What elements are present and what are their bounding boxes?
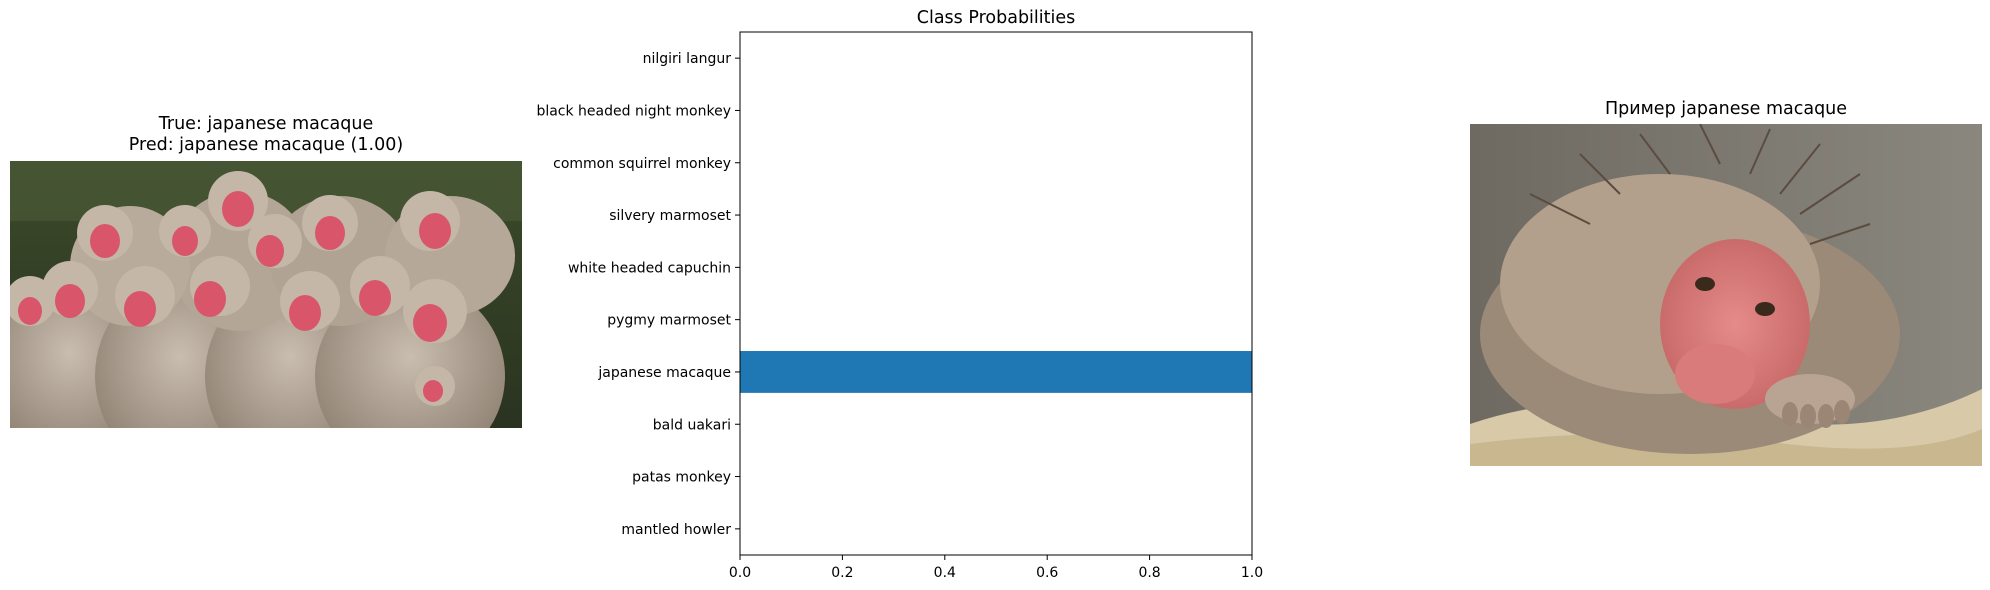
plot-frame [739, 31, 1253, 556]
x-tick-label: 0.4 [934, 565, 956, 581]
x-tick-label: 0.8 [1138, 565, 1160, 581]
right-panel-title: Пример japanese macaque [1604, 99, 1848, 119]
group-macaques-image [10, 161, 522, 428]
y-tick-label: japanese macaque [597, 365, 731, 381]
x-tick-label: 1.0 [1241, 565, 1263, 581]
y-tick-label: patas monkey [632, 470, 731, 486]
true-label: True: japanese macaque [158, 114, 374, 134]
bar-japanese-macaque [740, 351, 1252, 393]
x-tick-label: 0.6 [1036, 565, 1058, 581]
chart-title: Class Probabilities [917, 8, 1076, 28]
y-tick-label: silvery marmoset [609, 208, 731, 224]
left-panel-title: True: japanese macaque Pred: japanese ma… [10, 114, 522, 156]
wet-macaque-image [1470, 124, 1982, 466]
pred-label: Pred: japanese macaque (1.00) [128, 135, 404, 155]
x-tick-label: 0.2 [831, 565, 853, 581]
y-tick-label: black headed night monkey [536, 103, 731, 119]
y-tick-label: pygmy marmoset [607, 313, 731, 329]
y-tick-label: mantled howler [621, 522, 731, 538]
y-tick-label: common squirrel monkey [553, 156, 731, 172]
y-tick-label: white headed capuchin [568, 260, 731, 276]
y-tick-label: bald uakari [653, 417, 731, 433]
x-tick-label: 0.0 [729, 565, 751, 581]
y-tick-label: nilgiri langur [643, 51, 732, 67]
